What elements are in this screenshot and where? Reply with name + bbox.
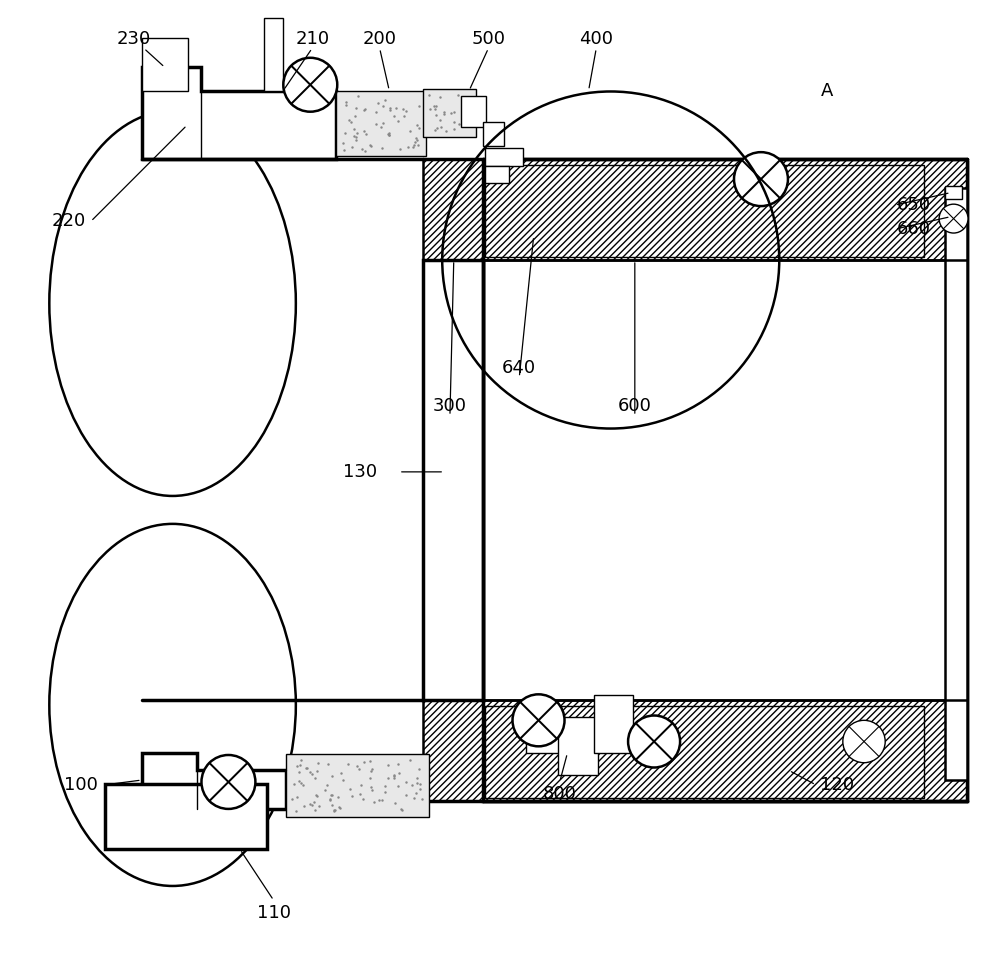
Text: 400: 400 (579, 30, 613, 47)
Circle shape (201, 755, 255, 809)
Bar (483, 122, 504, 146)
Text: 110: 110 (257, 904, 291, 922)
Text: 220: 220 (51, 213, 86, 230)
Bar (425, 162, 863, 258)
Bar (485, 148, 523, 166)
Bar (423, 89, 476, 137)
Ellipse shape (602, 191, 914, 792)
Text: 500: 500 (471, 30, 505, 47)
Bar (945, 188, 967, 780)
Text: 660: 660 (897, 221, 931, 238)
Bar (483, 162, 967, 801)
Text: 800: 800 (543, 786, 577, 803)
Bar (594, 695, 633, 753)
Circle shape (734, 152, 788, 206)
Bar (945, 186, 962, 199)
Ellipse shape (49, 524, 296, 886)
Text: 210: 210 (295, 30, 329, 47)
Bar (425, 162, 863, 258)
Text: 600: 600 (618, 398, 652, 415)
Ellipse shape (49, 111, 296, 496)
Bar (461, 96, 486, 127)
Circle shape (628, 716, 680, 768)
Bar (558, 717, 598, 775)
Text: 650: 650 (897, 196, 931, 214)
Bar (526, 715, 561, 753)
Text: 100: 100 (64, 776, 97, 794)
Bar (105, 784, 267, 849)
Circle shape (843, 720, 885, 763)
Bar (142, 38, 188, 91)
Polygon shape (142, 67, 336, 159)
Bar (485, 166, 509, 183)
Text: 230: 230 (117, 30, 151, 47)
Bar (485, 165, 924, 257)
Text: 120: 120 (820, 776, 854, 794)
Bar (485, 706, 924, 798)
Bar (336, 91, 426, 156)
Text: 300: 300 (433, 398, 467, 415)
Circle shape (283, 58, 337, 112)
Bar (286, 754, 429, 817)
Bar (425, 703, 863, 799)
Circle shape (513, 694, 565, 746)
Bar (423, 700, 967, 801)
Bar (423, 260, 483, 700)
Text: 200: 200 (363, 30, 397, 47)
Bar (264, 18, 283, 91)
Text: A: A (821, 83, 834, 100)
Circle shape (939, 204, 968, 233)
Polygon shape (142, 753, 286, 809)
Text: 130: 130 (343, 463, 377, 481)
Text: 640: 640 (502, 359, 536, 377)
Bar (423, 159, 967, 260)
Bar (425, 703, 863, 799)
